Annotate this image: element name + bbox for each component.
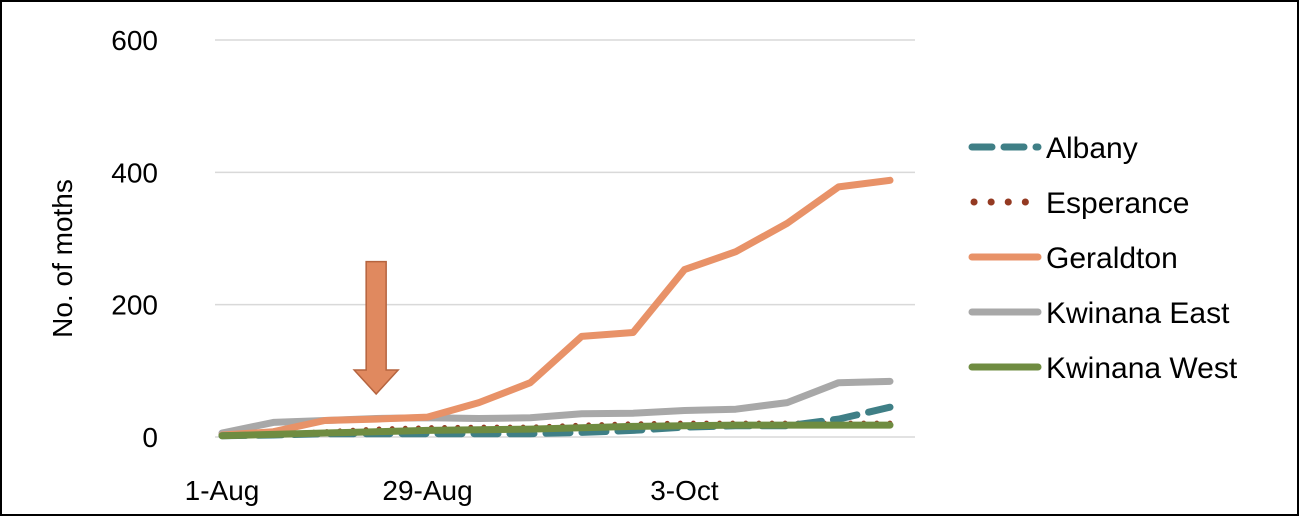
legend-label-geraldton: Geraldton xyxy=(1046,242,1178,275)
y-axis-title: No. of moths xyxy=(47,179,78,338)
gridlines xyxy=(215,39,915,306)
x-tick-label: 29-Aug xyxy=(382,475,472,506)
y-axis-ticks: 0 200 400 600 xyxy=(111,25,158,453)
x-axis-ticks: 1-Aug 29-Aug 3-Oct xyxy=(185,475,719,506)
y-tick-label: 200 xyxy=(111,290,158,321)
series-line-kwinana-west xyxy=(218,421,894,440)
series-lines xyxy=(218,176,894,440)
legend-label-esperance: Esperance xyxy=(1046,187,1189,220)
y-tick-label: 0 xyxy=(142,422,158,453)
y-tick-label: 600 xyxy=(111,25,158,56)
legend: Albany Esperance Geraldton Kwinana East Kwin… xyxy=(968,132,1238,385)
legend-label-albany: Albany xyxy=(1046,132,1138,165)
y-tick-label: 400 xyxy=(111,157,158,188)
annotations xyxy=(352,260,400,396)
series-line-geraldton xyxy=(218,176,894,439)
legend-label-kwinana-west: Kwinana West xyxy=(1046,352,1238,385)
x-tick-label: 1-Aug xyxy=(185,475,260,506)
legend-label-kwinana-east: Kwinana East xyxy=(1046,297,1230,330)
x-tick-label: 3-Oct xyxy=(650,475,719,506)
annotation-arrow xyxy=(352,260,400,396)
